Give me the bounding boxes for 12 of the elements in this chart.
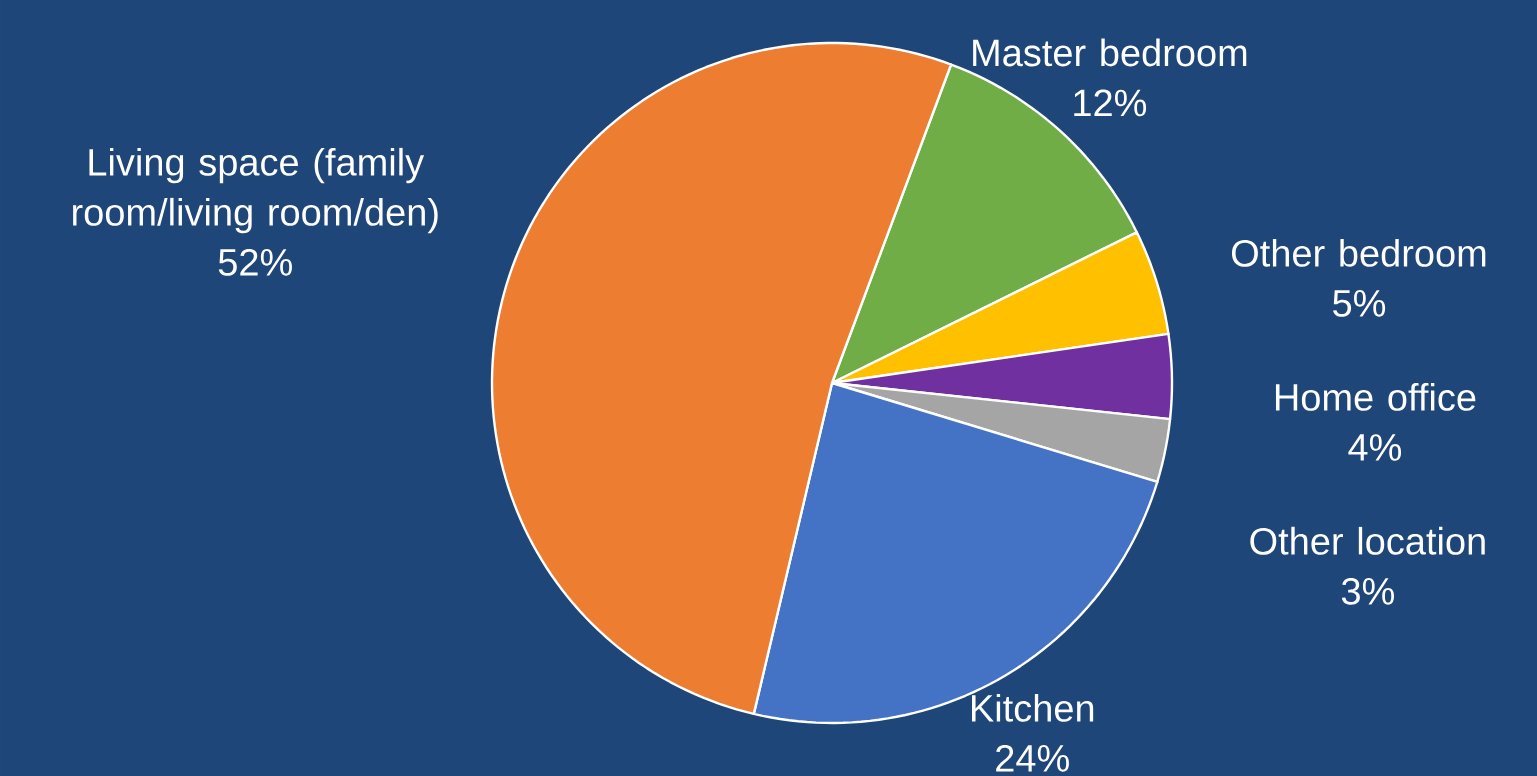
data-label: 52% <box>218 248 292 276</box>
data-label: 12% <box>1074 89 1147 117</box>
data-label: 5% <box>1333 290 1386 317</box>
slice-label: Master bedroom <box>973 38 1247 67</box>
data-label: 3% <box>1341 577 1395 605</box>
slice-label: Other bedroom <box>1231 238 1486 267</box>
data-label: 24% <box>996 744 1069 772</box>
slice-label: Kitchen <box>972 693 1094 722</box>
slice-label: Living space (family room/living room/den) <box>73 147 438 234</box>
slice-label: Other location <box>1250 526 1485 555</box>
slice-label: Home office <box>1275 382 1476 411</box>
data-label: 4% <box>1348 434 1402 461</box>
